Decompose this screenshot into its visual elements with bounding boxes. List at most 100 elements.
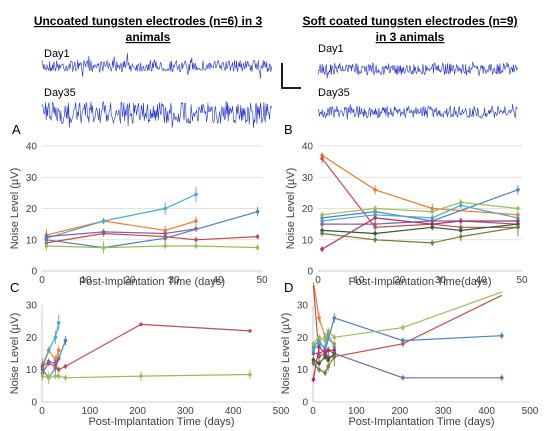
data-point-a-3-3 [194, 237, 198, 242]
ytick-label-a-1: 10 [26, 235, 38, 246]
data-point-c-5-0 [40, 374, 45, 378]
series-c-3 [40, 322, 252, 378]
data-point-d-6-3 [326, 358, 330, 362]
data-point-c-4-2 [53, 361, 58, 366]
xtick-label-b-5: 50 [516, 275, 528, 286]
yaxis-label-d: Noise Level (µV) [280, 313, 292, 395]
ytick-label-a-4: 40 [26, 142, 38, 153]
data-point-d-7-2 [323, 371, 327, 375]
data-point-b-2-3 [516, 187, 520, 192]
panel-label-b: B [284, 122, 293, 137]
xaxis-label-a: Post-Implantation Time (days) [79, 276, 225, 288]
series-line-d-3 [312, 291, 503, 345]
data-point-a-3-4 [255, 234, 260, 239]
ytick-label-d-0: 0 [302, 398, 308, 409]
data-point-b-8-3 [459, 219, 463, 223]
xtick-label-c-0: 0 [39, 406, 45, 417]
xaxis-label-b: Post-Implantation Time(days) [348, 276, 491, 288]
trace-label-day35-left: Day35 [44, 87, 76, 99]
xtick-label-b-2: 20 [394, 275, 406, 286]
series-line-a-5 [46, 245, 258, 249]
data-point-b-5-0 [320, 222, 324, 226]
data-point-d-3-0 [311, 342, 316, 346]
data-point-d-8-3 [326, 348, 330, 353]
data-point-d-8-4 [332, 348, 337, 353]
series-d-7 [311, 347, 337, 377]
series-b-8 [320, 214, 520, 253]
trace-day1-left [41, 53, 272, 79]
data-point-d-3-4 [332, 335, 337, 340]
right-title-line2: in 3 animals [376, 30, 445, 44]
xtick-label-c-1: 100 [81, 406, 98, 417]
series-line-a-1 [46, 193, 197, 239]
data-point-a-5-3 [194, 244, 198, 248]
xtick-label-a-4: 40 [212, 275, 224, 286]
data-point-b-4-3 [459, 203, 463, 208]
series-line-c-2 [42, 340, 66, 379]
data-point-b-7-2 [430, 241, 435, 245]
data-point-d-7-0 [311, 361, 316, 366]
xtick-label-d-3: 300 [435, 406, 452, 417]
data-point-c-4-1 [46, 359, 51, 364]
data-point-b-0-1 [373, 187, 377, 192]
series-a-5 [44, 241, 260, 254]
xtick-label-a-0: 0 [39, 275, 45, 286]
data-point-b-8-1 [373, 216, 377, 220]
series-line-d-5 [313, 349, 502, 379]
trace-label-day1-right: Day1 [318, 43, 344, 55]
series-line-a-2 [46, 211, 258, 249]
ytick-label-b-4: 40 [302, 142, 314, 153]
panel-label-a: A [12, 122, 21, 137]
data-point-c-2-3 [63, 338, 68, 343]
data-point-a-5-1 [101, 245, 106, 250]
data-point-a-0-3 [194, 219, 198, 223]
series-line-d-1 [312, 285, 503, 358]
xtick-label-d-4: 400 [478, 406, 495, 417]
data-point-b-7-1 [373, 237, 377, 242]
data-point-c-1-1 [46, 348, 51, 353]
series-line-b-7 [322, 226, 518, 244]
series-line-a-3 [46, 232, 258, 244]
series-a-4 [44, 225, 198, 242]
chart-b: 0 10 20 30 40 0 10 20 30 40 50 Post-Implantation Ti… [285, 142, 528, 289]
xaxis-label-c: Post-Implantation Time (days) [88, 416, 234, 428]
data-point-b-3-0 [320, 212, 324, 217]
xtick-label-c-3: 300 [177, 406, 194, 417]
ytick-label-b-2: 20 [302, 204, 314, 215]
left-title-line1: Uncoated tungsten electrodes (n=6) in 3 [34, 14, 263, 28]
data-point-c-3-5 [139, 322, 143, 327]
data-point-d-3-5 [401, 325, 405, 330]
data-point-b-7-0 [320, 231, 324, 236]
data-point-b-7-3 [459, 234, 463, 239]
ytick-label-c-3: 30 [26, 301, 38, 312]
data-point-c-5-3 [56, 374, 61, 378]
data-point-b-6-3 [459, 228, 463, 233]
data-point-b-8-0 [320, 247, 324, 251]
data-point-d-7-4 [332, 354, 337, 359]
xtick-label-c-5: 500 [273, 406, 290, 417]
data-point-d-5-6 [499, 375, 504, 380]
ytick-label-a-0: 0 [31, 267, 37, 278]
data-point-c-5-5 [139, 374, 143, 378]
raw-noise-traces [41, 53, 518, 128]
data-point-b-8-4 [516, 219, 520, 223]
data-point-d-7-3 [326, 364, 330, 369]
ytick-label-b-3: 30 [302, 173, 314, 184]
data-point-d-2-5 [499, 333, 504, 338]
trace-label-day35-right: Day35 [318, 87, 350, 99]
chart-a: 0 10 20 30 40 0 10 20 30 40 50 Post-Implantation Ti… [9, 142, 268, 289]
data-point-d-5-0 [311, 351, 316, 356]
series-c-4 [40, 355, 61, 372]
series-line-d-2 [312, 317, 502, 352]
panel-label-c: C [10, 280, 19, 295]
xtick-label-b-4: 40 [476, 275, 488, 286]
data-point-d-6-1 [317, 361, 321, 366]
trace-day35-right [317, 104, 518, 120]
data-point-d-8-2 [323, 351, 327, 356]
data-point-a-5-2 [163, 244, 167, 248]
series-d-2 [311, 313, 504, 354]
ytick-label-d-1: 10 [297, 365, 309, 376]
ytick-label-d-3: 30 [297, 301, 309, 312]
